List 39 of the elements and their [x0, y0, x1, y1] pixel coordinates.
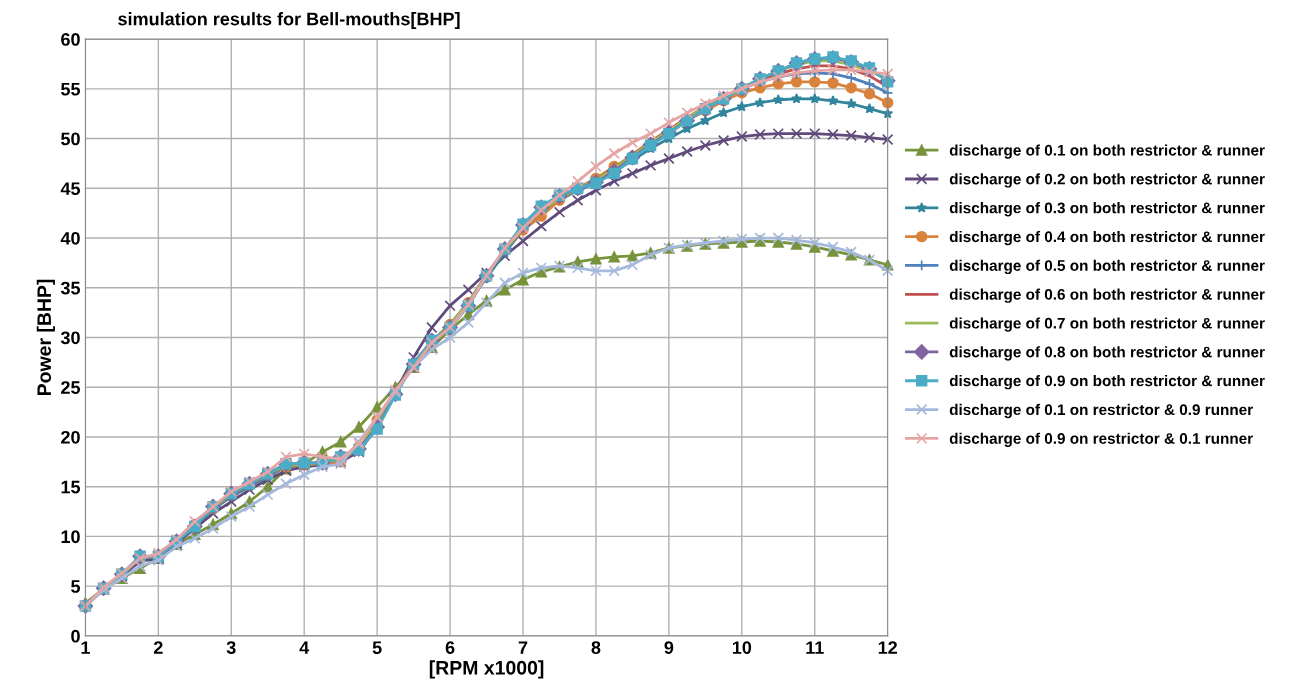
y-axis-title: Power [BHP] — [36, 279, 55, 396]
legend-label: discharge of 0.9 on both restrictor & runner — [949, 375, 1265, 390]
x-tick-label: 5 — [372, 641, 382, 654]
x-tick-label: 7 — [518, 641, 528, 654]
y-tick-label: 5 — [71, 580, 81, 593]
x-tick-label: 3 — [226, 641, 236, 655]
legend-label: discharge of 0.1 on restrictor & 0.9 runner — [949, 403, 1253, 419]
y-tick-label: 50 — [61, 132, 80, 146]
legend-label: discharge of 0.8 on both restrictor & runner — [949, 346, 1265, 361]
y-tick-label: 40 — [60, 231, 80, 245]
y-tick-label: 10 — [61, 530, 80, 544]
y-tick-label: 25 — [61, 381, 81, 394]
x-tick-label: 6 — [445, 641, 455, 654]
legend-label: discharge of 0.4 on both restrictor & runner — [949, 230, 1265, 246]
x-tick-label: 2 — [153, 641, 163, 654]
legend-label: discharge of 0.5 on both restrictor & runner — [949, 259, 1265, 275]
x-tick-label: 10 — [732, 641, 752, 654]
y-tick-label: 0 — [71, 629, 80, 643]
y-tick-label: 30 — [60, 331, 80, 345]
x-tick-label: 11 — [806, 641, 824, 654]
legend-label: discharge of 0.7 on both restrictor & runner — [949, 317, 1265, 332]
y-tick-label: 45 — [60, 182, 81, 196]
y-tick-label: 15 — [61, 480, 81, 494]
x-tick-label: 1 — [81, 641, 90, 654]
x-tick-label: 4 — [299, 641, 310, 654]
y-tick-label: 20 — [61, 430, 80, 444]
y-tick-label: 55 — [61, 82, 81, 96]
x-tick-label: 9 — [664, 641, 674, 654]
legend-label: discharge of 0.3 on both restrictor & runner — [949, 202, 1265, 217]
x-tick-label: 12 — [878, 641, 897, 654]
x-tick-label: 8 — [591, 641, 601, 654]
y-tick-label: 60 — [61, 33, 80, 46]
y-tick-label: 35 — [60, 281, 81, 295]
legend-label: discharge of 0.9 on restrictor & 0.1 runner — [949, 432, 1253, 447]
legend-label: discharge of 0.2 on both restrictor & runner — [949, 173, 1265, 188]
chart-title: simulation results for Bell-mouths[BHP] — [118, 12, 460, 29]
legend-label: discharge of 0.6 on both restrictor & runner — [949, 288, 1265, 303]
legend-label: discharge of 0.1 on both restrictor & runner — [949, 144, 1265, 159]
x-axis-title: [RPM x1000] — [429, 660, 544, 679]
